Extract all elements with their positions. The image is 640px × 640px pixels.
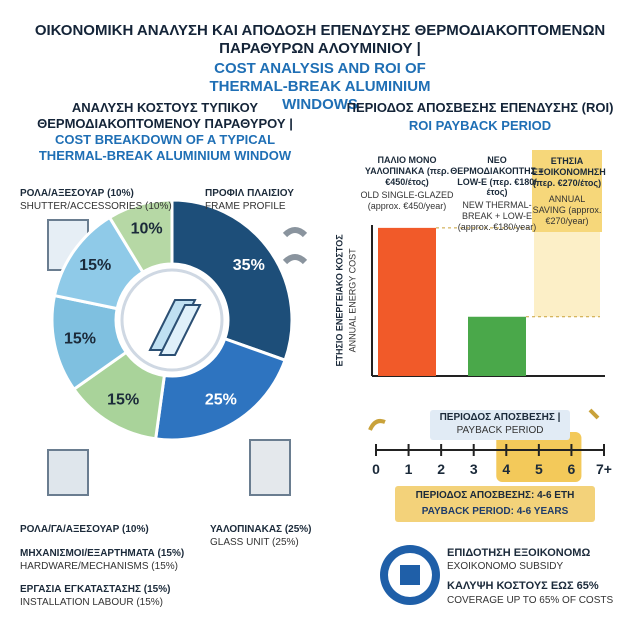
category-label: ΠΑΛΙΟ ΜΟΝΟ ΥΑΛΟΠΙΝΑΚΑ (περ. €450/έτος) <box>364 155 450 187</box>
result-box <box>395 486 595 522</box>
timeline-subtitle: PAYBACK PERIOD <box>456 425 544 436</box>
value-label: 10% <box>131 221 163 238</box>
savings-box <box>532 150 602 232</box>
value-label: 15% <box>64 330 96 347</box>
timeline-title: ΠΕΡΙΟΔΟΣ ΑΠΟΣΒΕΣΗΣ | <box>439 412 561 423</box>
annotation: ΕΡΓΑΣΙΑ ΕΓΚΑΤΑΣΤΑΣΗΣ (15%) <box>20 584 171 595</box>
category-label-en: OLD SINGLE-GLAZED (approx. €450/year) <box>360 190 454 211</box>
donut-slice <box>153 336 287 442</box>
donut-slice <box>107 198 174 275</box>
category-label: ΝΕΟ ΘΕΡΜΟΔΙΑΚΟΠΤΗΣ + LOW-E (περ. €180/έτ… <box>450 155 544 198</box>
title-en: COST ANALYSIS AND ROI OF THERMAL-BREAK A… <box>209 60 431 113</box>
subsidy-coverage: ΚΑΛΥΨΗ ΚΟΣΤΟΥΣ ΕΩΣ 65% <box>447 580 599 592</box>
tick-label: 5 <box>535 461 543 477</box>
annotation-en: FRAME PROFILE <box>205 201 286 212</box>
chart-title: ΠΕΡΙΟΔΟΣ ΑΠΟΣΒΕΣΗΣ ΕΠΕΝΔΥΣΗΣ (ROI) <box>346 100 614 115</box>
category-label-en: NEW THERMAL-BREAK + LOW-E (approx. €180/… <box>457 200 537 232</box>
annotation: ΡΟΛΑ/ΓΑ/ΑΞΕΣΟΥΑΡ (10%) <box>20 524 149 535</box>
result-label-en: PAYBACK PERIOD: 4-6 YEARS <box>421 506 569 517</box>
annotation: ΥΑΛΟΠΙΝΑΚΑΣ (25%) <box>210 524 312 535</box>
value-label: 25% <box>205 392 237 409</box>
tick-label: 1 <box>405 461 413 477</box>
result-label: ΠΕΡΙΟΔΟΣ ΑΠΟΣΒΕΣΗΣ: 4-6 ΕΤΗ <box>415 490 575 501</box>
chart-subtitle: ROI PAYBACK PERIOD <box>408 118 552 133</box>
annotation-en: HARDWARE/MECHANISMS (15%) <box>20 561 178 572</box>
y-axis-label: ΕΤΗΣΙΟ ΕΝΕΡΓΕΙΑΚΟ ΚΟΣΤΟΣ <box>334 234 345 367</box>
glass-icon <box>249 439 291 496</box>
tick-label: 3 <box>470 461 478 477</box>
annotation: ΠΡΟΦΙΛ ΠΛΑΙΣΙΟΥ <box>205 188 294 199</box>
annotation-en: GLASS UNIT (25%) <box>210 537 299 548</box>
chart-subtitle: COST BREAKDOWN OF A TYPICAL THERMAL-BREA… <box>38 132 292 163</box>
value-label: 15% <box>107 392 139 409</box>
bar <box>468 316 526 376</box>
bar <box>378 227 436 376</box>
subsidy-coverage-en: COVERAGE UP TO 65% OF COSTS <box>447 595 614 606</box>
subsidy-title: ΕΠΙΔΟΤΗΣΗ ΕΞΟΙΚΟΝΟΜΩ <box>447 547 591 559</box>
tick-label: 7+ <box>596 461 612 477</box>
annotation: ΡΟΛΑ/ΑΞΕΣΟΥΑΡ (10%) <box>20 188 134 199</box>
title: ΟΙΚΟΝΟΜΙΚΗ ΑΝΑΛΥΣΗ ΚΑΙ ΑΠΟΔΟΣΗ ΕΠΕΝΔΥΣΗΣ… <box>34 22 606 57</box>
savings-band <box>534 227 600 317</box>
shutter-icon <box>47 449 89 496</box>
annotation: ΜΗΧΑΝΙΣΜΟΙ/ΕΞΑΡΤΗΜΑΤΑ (15%) <box>20 548 185 559</box>
tick-label: 0 <box>372 461 380 477</box>
value-label: 15% <box>79 257 111 274</box>
subsidy-title-en: EXOIKONOMO SUBSIDY <box>447 561 564 572</box>
handle-icon <box>282 227 308 265</box>
value-label: 35% <box>233 257 265 274</box>
donut-slice <box>170 198 294 363</box>
tick-label: 2 <box>437 461 445 477</box>
savings-label: ΕΤΗΣΙΑ ΕΞΟΙΚΟΝΟΜΗΣΗ (περ. €270/έτος) <box>532 156 606 188</box>
annotation-en: SHUTTER/ACCESSORIES (10%) <box>20 201 172 212</box>
label-box <box>430 410 570 440</box>
tick-label: 4 <box>502 461 510 477</box>
annotation-en: INSTALLATION LABOUR (15%) <box>20 597 163 608</box>
chart-title: ΑΝΑΛΥΣΗ ΚΟΣΤΟΥΣ ΤΥΠΙΚΟΥ ΘΕΡΜΟΔΙΑΚΟΠΤΟΜΕΝ… <box>37 100 293 131</box>
savings-label-en: ANNUAL SAVING (approx. €270/year) <box>532 194 602 226</box>
tick-label: 6 <box>568 461 576 477</box>
emblem-cross <box>400 565 420 585</box>
coins-icon <box>368 408 600 431</box>
window-icon <box>148 299 202 356</box>
highlight <box>496 432 582 482</box>
y-axis-label-en: ANNUAL ENERGY COST <box>347 248 358 353</box>
